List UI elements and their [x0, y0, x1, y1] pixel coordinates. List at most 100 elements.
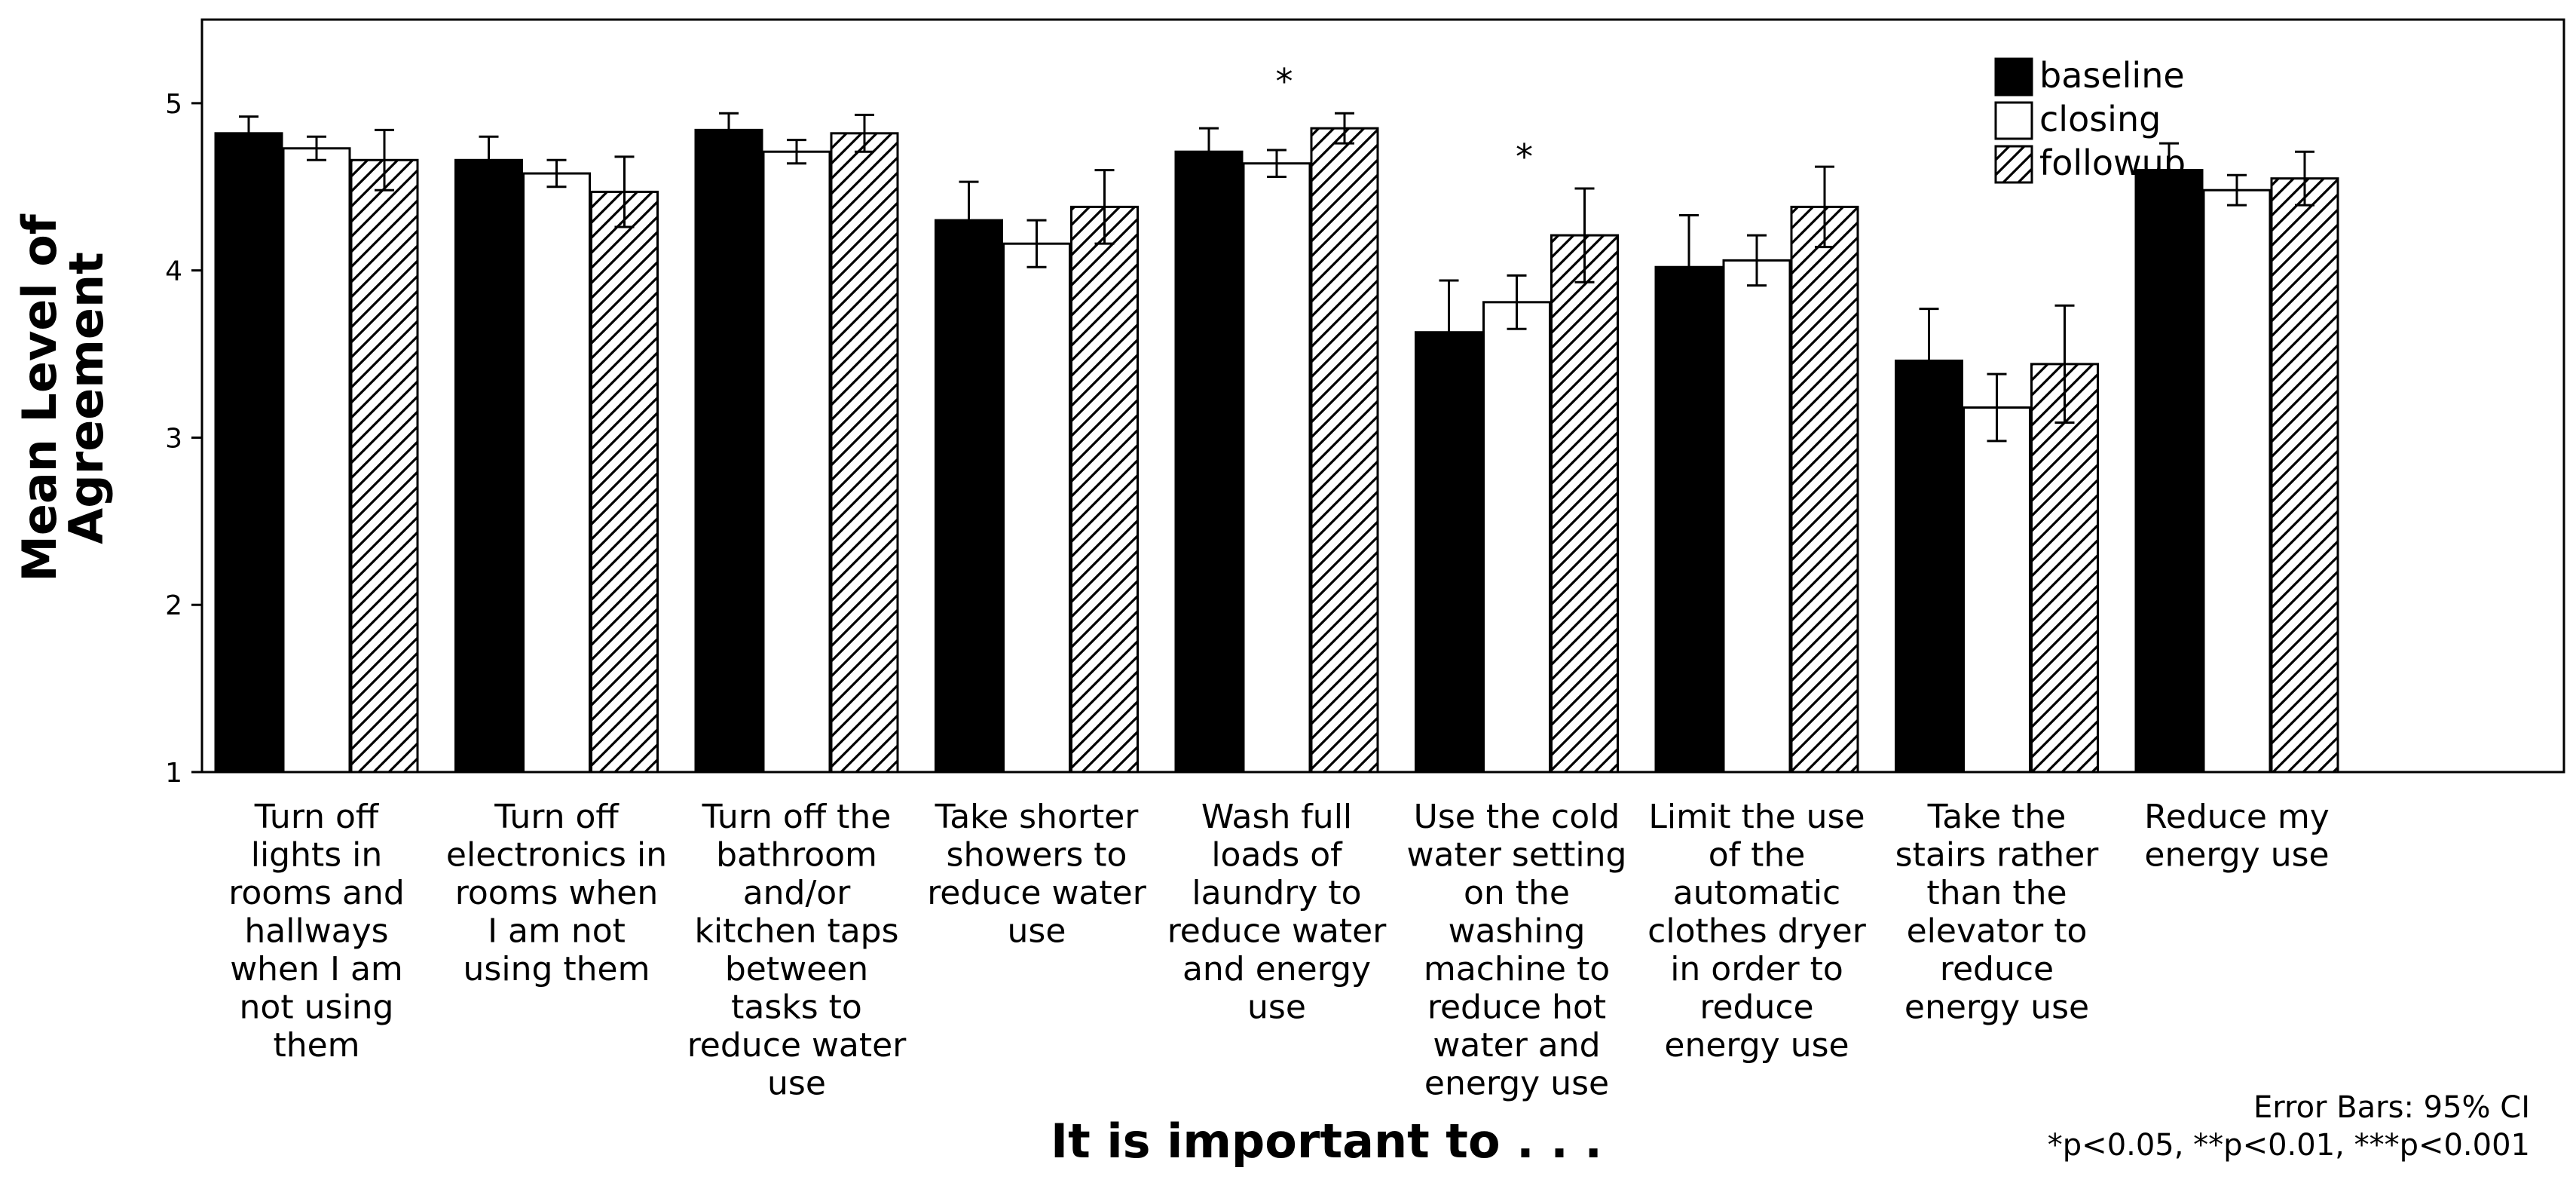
x-category-label-line: energy use — [1424, 1065, 1609, 1103]
x-category-label-line: Wash full — [1201, 798, 1352, 836]
x-category-label-line: elevator to — [1907, 912, 2088, 951]
x-category-label-line: and energy — [1182, 950, 1371, 988]
x-category-label-line: reduce — [1940, 950, 2054, 988]
x-category-label-line: of the — [1709, 836, 1806, 875]
x-category-label-line: use — [767, 1065, 826, 1103]
legend-swatch-closing — [1994, 101, 2033, 140]
x-category-label-line: electronics in — [446, 836, 667, 875]
x-category-label-line: Turn off the — [702, 798, 892, 836]
x-category-label-line: Limit the use — [1648, 798, 1865, 836]
x-category-label: Turn off lights in rooms and hallways when I… — [228, 798, 405, 1065]
bar-baseline — [214, 132, 283, 774]
x-category-label-line: in order to — [1670, 950, 1843, 988]
x-category-label: Use the cold water setting on the washing ma… — [1407, 798, 1627, 1103]
bar-baseline — [1174, 150, 1244, 774]
footnote: Error Bars: 95% CI — [2253, 1090, 2530, 1125]
x-category-label-line: Use the cold — [1414, 798, 1620, 836]
x-axis-label: It is important to . . . — [1051, 1114, 1602, 1169]
x-category-label-line: rooms when — [455, 874, 659, 912]
bar-baseline — [935, 219, 1003, 774]
x-category-label-line: use — [1008, 912, 1066, 951]
significance-marker: * — [1276, 61, 1293, 102]
y-axis-label: Mean Level ofAgreement — [12, 213, 114, 582]
x-category-label-line: reduce water — [1167, 912, 1387, 951]
bar-followup — [2270, 177, 2339, 774]
y-tick-label: 1 — [165, 758, 182, 789]
x-category-label-line: Take shorter — [935, 798, 1140, 836]
x-category-label: Limit the use of the automatic clothes drye… — [1647, 798, 1867, 1065]
bar-baseline — [1895, 359, 1963, 774]
bar-followup — [1070, 205, 1139, 774]
x-category-label-line: not using — [240, 988, 394, 1027]
x-category-label: Wash full loads of laundry to reduce water a… — [1167, 798, 1387, 1027]
x-category-label-line: and/or — [743, 874, 852, 912]
bar-baseline — [454, 158, 523, 774]
x-category-label-line: on the — [1464, 874, 1570, 912]
legend-label-followup: followup — [2039, 143, 2186, 183]
x-category-label-line: rooms and — [228, 874, 405, 912]
x-category-label-line: reduce water — [687, 1026, 907, 1065]
y-axis-label-line: Mean Level of — [12, 213, 67, 582]
x-category-label-line: machine to — [1424, 950, 1610, 988]
bar-baseline — [2134, 169, 2204, 774]
bar-closing — [1963, 406, 2031, 774]
x-category-label-line: than the — [1926, 874, 2067, 912]
x-category-label: Take the stairs rather than the elevator to… — [1895, 798, 2100, 1027]
y-tick-label: 5 — [165, 89, 182, 120]
x-category-label: Take shorter showers to reduce water use — [927, 798, 1147, 951]
bar-followup — [2030, 363, 2099, 774]
x-category-label-line: water and — [1433, 1026, 1600, 1065]
bar-baseline — [694, 128, 763, 774]
x-category-label-line: energy use — [2144, 836, 2329, 875]
x-category-label-line: Turn off — [494, 798, 620, 836]
y-tick-label: 2 — [165, 590, 182, 621]
bar-followup — [830, 132, 899, 774]
plot-frame — [200, 18, 2565, 774]
bar-followup — [1550, 234, 1619, 774]
y-tick-label: 4 — [165, 256, 182, 287]
bar-closing — [1482, 301, 1551, 774]
x-category-label-line: I am not — [488, 912, 626, 951]
x-category-label-line: tasks to — [731, 988, 862, 1027]
x-category-label: Turn off the bathroom and/or kitchen taps be… — [687, 798, 907, 1103]
x-category-label-line: energy use — [1904, 988, 2089, 1027]
x-category-label-line: using them — [463, 950, 650, 988]
x-category-label-line: reduce — [1699, 988, 1813, 1027]
x-category-label-line: between — [725, 950, 868, 988]
bar-baseline — [1654, 265, 1724, 774]
bar-closing — [522, 172, 591, 774]
y-tick-label: 3 — [165, 423, 182, 454]
bar-followup — [1790, 205, 1859, 774]
x-category-label-line: water setting — [1407, 836, 1627, 875]
bar-closing — [1242, 162, 1311, 774]
x-category-label-line: use — [1247, 988, 1306, 1027]
footnote: *p<0.05, **p<0.01, ***p<0.001 — [2048, 1128, 2530, 1163]
legend-swatch-followup — [1994, 145, 2033, 184]
x-category-label-line: energy use — [1664, 1026, 1849, 1065]
x-category-label: Reduce my energy use — [2144, 798, 2330, 875]
x-category-label-line: Turn off — [254, 798, 380, 836]
x-category-label-line: them — [273, 1026, 359, 1065]
bar-closing — [1722, 259, 1791, 774]
bar-closing — [282, 147, 351, 774]
bar-closing — [762, 150, 831, 774]
x-category-label-line: washing — [1449, 912, 1586, 951]
bar-closing — [2202, 188, 2272, 774]
x-category-label-line: showers to — [947, 836, 1127, 875]
legend-swatch-baseline — [1994, 57, 2033, 97]
x-category-label-line: kitchen taps — [694, 912, 898, 951]
x-category-label-line: reduce hot — [1427, 988, 1606, 1027]
significance-marker: * — [1516, 136, 1533, 177]
x-category-label-line: Reduce my — [2144, 798, 2330, 836]
x-category-label: Turn off electronics in rooms when I am not… — [446, 798, 667, 988]
x-category-label-line: when I am — [230, 950, 403, 988]
x-category-label-line: loads of — [1211, 836, 1343, 875]
x-category-label-line: hallways — [244, 912, 388, 951]
legend-label-baseline: baseline — [2039, 55, 2185, 96]
x-category-label-line: stairs rather — [1895, 836, 2100, 875]
x-category-label-line: laundry to — [1192, 874, 1361, 912]
x-category-label-line: lights in — [251, 836, 383, 875]
bar-closing — [1002, 242, 1071, 774]
bar-followup — [1310, 127, 1379, 774]
